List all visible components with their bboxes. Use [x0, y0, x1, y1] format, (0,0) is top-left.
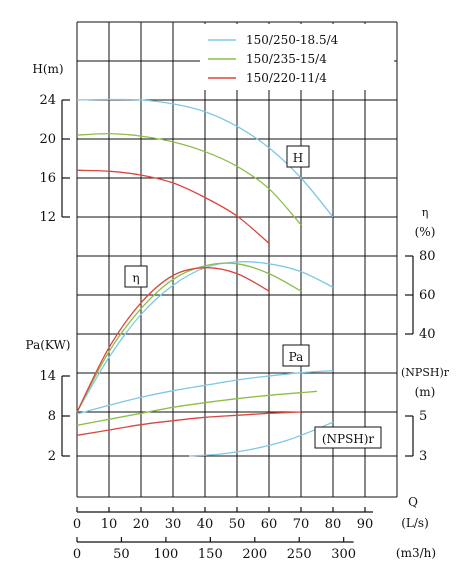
curve-tag-efficiency: η — [132, 271, 139, 285]
axis-title-efficiency: η — [422, 206, 429, 219]
axis-unit-efficiency: (%) — [415, 225, 436, 239]
x-tick-label-ls: 10 — [101, 517, 118, 532]
x-tick-label-m3h: 250 — [287, 547, 312, 562]
curve-tag-power: Pa — [289, 350, 304, 364]
series-line-head — [76, 98, 334, 218]
x-axis-unit-m3h: (m3/h) — [396, 546, 436, 560]
legend-background — [200, 24, 394, 90]
x-tick-label-ls: 60 — [261, 517, 278, 532]
tick-label-head: 12 — [39, 210, 56, 225]
curve-tag-box-head — [286, 145, 310, 168]
x-tick-label-ls: 0 — [73, 517, 81, 532]
series-line-efficiency — [76, 262, 302, 413]
tick-label-power: 8 — [48, 409, 56, 424]
series-line-power — [76, 411, 302, 436]
axis-unit-npsh: (m) — [415, 385, 436, 399]
tick-label-head: 20 — [39, 132, 56, 147]
tick-label-npsh: 5 — [419, 409, 427, 424]
series-line-head — [76, 132, 302, 226]
x-axis-title: Q — [408, 495, 418, 509]
x-tick-label-ls: 40 — [197, 517, 214, 532]
tick-label-head: 24 — [39, 93, 56, 108]
legend-label: 150/235-15/4 — [246, 52, 327, 66]
x-tick-label-ls: 70 — [293, 517, 310, 532]
tick-label-power: 2 — [48, 449, 56, 464]
x-tick-label-ls: 90 — [357, 517, 374, 532]
tick-label-efficiency: 60 — [419, 288, 436, 303]
chart-legend: 150/250-18.5/4 150/235-15/4 150/220-11/4 — [200, 24, 394, 90]
tick-label-npsh: 3 — [419, 449, 427, 464]
x-tick-label-m3h: 300 — [331, 547, 356, 562]
x-tick-label-m3h: 0 — [73, 547, 81, 562]
curve-tag-box-power — [282, 344, 310, 367]
chart-series — [76, 98, 334, 457]
x-tick-label-m3h: 150 — [198, 547, 223, 562]
x-tick-label-ls: 20 — [133, 517, 150, 532]
tick-label-power: 14 — [39, 369, 56, 384]
x-axis-unit-ls: (L/s) — [401, 516, 429, 530]
x-tick-label-m3h: 50 — [113, 547, 130, 562]
series-line-power — [76, 370, 334, 415]
chart-grid — [76, 21, 398, 498]
axis-title-npsh: (NPSH)r — [401, 366, 450, 379]
series-line-efficiency — [76, 267, 270, 413]
series-line-power — [76, 390, 318, 426]
x-tick-label-ls: 80 — [325, 517, 342, 532]
curve-tag-box-npsh — [314, 426, 382, 449]
curve-tag-box-efficiency — [124, 265, 148, 288]
chart-labels: 24 20 16 12 H(m) H 80 60 40 η (%) η 14 8 2 Pa(KW) Pa 5 3 (N… — [26, 62, 450, 562]
legend-label: 150/220-11/4 — [246, 71, 327, 85]
curve-tag-head: H — [293, 151, 303, 165]
tick-label-head: 16 — [39, 171, 56, 186]
legend-label: 150/250-18.5/4 — [246, 33, 339, 47]
x-tick-label-ls: 50 — [229, 517, 246, 532]
axis-title-head: H(m) — [32, 62, 63, 76]
series-line-head — [76, 169, 270, 244]
axis-title-power: Pa(KW) — [26, 338, 71, 352]
curve-tag-npsh: (NPSH)r — [322, 432, 375, 446]
tick-label-efficiency: 80 — [419, 249, 436, 264]
x-tick-label-ls: 30 — [165, 517, 182, 532]
x-tick-label-m3h: 100 — [153, 547, 178, 562]
x-tick-label-m3h: 200 — [242, 547, 267, 562]
series-line-npsh — [188, 421, 334, 457]
tick-label-efficiency: 40 — [419, 327, 436, 342]
